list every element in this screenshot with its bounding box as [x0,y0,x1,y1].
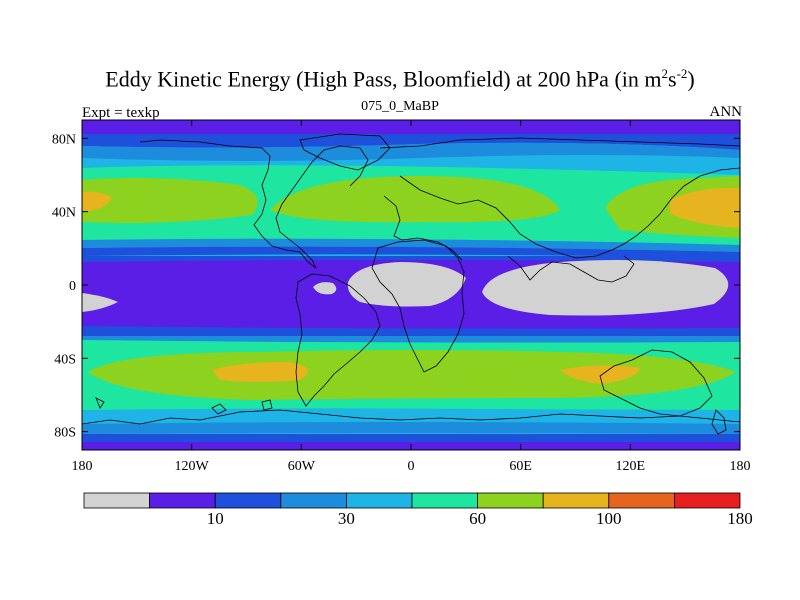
colorbar-swatch [674,492,741,509]
colorbar-swatch [83,492,150,509]
y-tick-label: 0 [69,279,76,294]
coastline-antarctica [82,409,740,425]
colorbar-swatch [542,492,610,509]
coastline-africa [371,239,465,373]
band-south-blue [82,336,740,343]
band-arctic [82,120,740,134]
coastline-small-islands [95,397,273,415]
colorbar-label: 10 [207,509,224,528]
band-south-cyan [82,408,740,424]
band-north-orange-west [82,191,112,212]
coastline-australia [599,349,713,417]
colorbar-swatch [411,492,478,509]
colorbar-swatch [280,492,347,509]
colorbar-label: 60 [469,509,486,528]
contour-field [82,120,740,450]
coastline-north-america [139,139,369,269]
x-tick-label: 120W [175,459,210,474]
colorbar-label: 100 [596,509,622,528]
low-region-pacific [482,260,729,316]
band-south-yellowgreen [88,350,736,400]
band-subtropic-north-blue [82,238,740,252]
low-region-small [313,282,337,295]
colorbar-swatch [149,492,216,509]
colorbar-label: 30 [338,509,355,528]
band-north-yellowgreen-west [82,177,258,224]
colorbar-swatch [608,492,675,509]
x-axis: 180 120W 60W 0 60E 120E 180 [72,120,751,474]
band-subtropic-north-dark [82,246,740,258]
x-tick-label: 120E [616,459,646,474]
low-region-west [82,293,118,312]
band-north-mid [82,142,740,161]
colorbar-swatch [345,492,413,509]
coastline-greenland [299,133,391,171]
chart-title: Eddy Kinetic Energy (High Pass, Bloomfie… [105,66,695,92]
band-south-orange-2 [560,365,640,384]
band-north-orange-east [670,187,740,228]
band-south-blue-2 [82,422,740,434]
colorbar: 10 30 60 100 180 [83,492,753,528]
coastline-new-zealand [711,409,727,435]
band-north-yellowgreen-central [270,176,560,223]
x-tick-label: 180 [730,459,751,474]
band-tropics-edge-south [82,326,740,336]
coastlines [82,133,740,435]
y-tick-label: 80N [52,132,76,147]
coastline-india-sea [507,255,635,283]
x-tick-label: 0 [408,459,415,474]
experiment-label: Expt = texkp [82,105,160,121]
band-antarctic-dark [82,434,740,442]
y-axis: 80N 40N 0 40S 80S [52,132,740,441]
season-label: ANN [709,104,743,120]
x-tick-label: 180 [72,459,93,474]
colorbar-swatch [214,492,282,509]
y-tick-label: 40N [52,206,76,221]
coastline-south-america [295,273,381,407]
y-tick-label: 80S [54,426,76,441]
chart-subtitle: 075_0_MaBP [361,99,439,114]
band-north-dark [82,134,740,150]
band-south-orange-1 [212,362,308,382]
x-tick-label: 60W [288,459,316,474]
low-region-africa [347,262,466,307]
colorbar-label: 180 [727,509,753,528]
y-tick-label: 40S [54,352,76,367]
colorbar-swatch [477,492,544,509]
x-tick-label: 60E [509,459,532,474]
